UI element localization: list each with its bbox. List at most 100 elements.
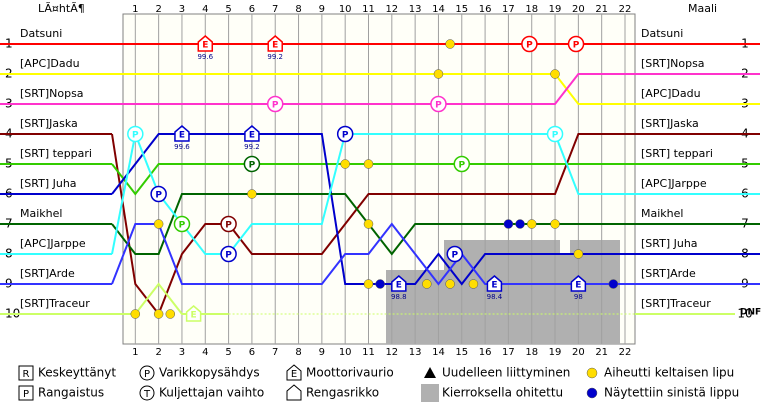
start-label: [APC]Dadu: [20, 57, 80, 70]
finish-label: [SRT] Juha: [641, 237, 698, 250]
x-tick-label: 20: [572, 347, 585, 358]
x-tick-label: 16: [479, 347, 492, 358]
x-tick-label: 8: [295, 4, 301, 15]
event-marker: [391, 275, 407, 292]
finish-label: Datsuni: [641, 27, 683, 40]
position-line: [111, 133, 625, 317]
x-tick-label: 17: [502, 347, 515, 358]
start-header: LÃ¤htÃ¶: [38, 2, 85, 15]
start-label: [SRT]Nopsa: [20, 87, 84, 100]
legend-text: Kuljettajan vaihto: [159, 386, 264, 400]
legend-symbol-text: E: [291, 369, 297, 380]
event-marker: [220, 215, 237, 233]
legend-text: Rangaistus: [38, 386, 104, 400]
finish-label: Maikhel: [641, 207, 683, 220]
event-marker: [127, 125, 144, 143]
flag-dot: [550, 69, 560, 79]
event-symbol: E: [179, 131, 185, 141]
legend-text: Varikkopysähdys: [159, 366, 260, 380]
x-tick-label: 12: [385, 4, 398, 15]
x-tick-label: 21: [595, 4, 608, 15]
flag-dot: [550, 219, 560, 229]
finish-label: [SRT] teppari: [641, 147, 713, 160]
legend-symbol-text: P: [23, 389, 29, 400]
event-symbol: P: [342, 131, 349, 141]
x-tick-label: 9: [319, 4, 325, 15]
event-symbol: E: [491, 281, 497, 291]
event-marker: [567, 35, 585, 53]
legend-symbol: [139, 365, 155, 381]
flag-dot: [153, 219, 164, 229]
flag-dot: [503, 219, 514, 229]
x-tick-label: 12: [385, 347, 398, 358]
x-tick-label: 2: [155, 347, 161, 358]
flag-dot: [375, 279, 385, 289]
legend-symbol: [421, 384, 439, 402]
flag-dot: [363, 219, 374, 229]
start-label: [SRT]Jaska: [20, 117, 78, 130]
x-tick-label: 7: [272, 347, 278, 358]
event-symbol: E: [272, 41, 278, 51]
position-line: [111, 130, 625, 255]
position-line: [111, 222, 625, 286]
x-tick-label: 11: [362, 347, 375, 358]
event-note: 99.2: [244, 143, 260, 151]
x-tick-label: 19: [549, 347, 562, 358]
event-symbol: P: [249, 161, 256, 171]
start-label: [SRT]Traceur: [20, 297, 90, 310]
x-tick-label: 10: [339, 347, 352, 358]
event-symbol: P: [573, 41, 580, 51]
legend-symbol: [139, 385, 155, 401]
legend-text: Rengasrikko: [306, 386, 379, 400]
x-tick-label: 3: [179, 347, 185, 358]
x-tick-label: 22: [619, 4, 632, 15]
event-marker: [570, 275, 587, 292]
x-tick-label: 1: [132, 347, 138, 358]
x-tick-label: 13: [409, 347, 422, 358]
start-label: [SRT] teppari: [20, 147, 92, 160]
x-tick-label: 10: [339, 4, 352, 15]
x-tick-label: 21: [595, 347, 608, 358]
x-tick-label: 4: [202, 347, 208, 358]
legend-symbol-text: R: [23, 369, 30, 380]
flag-dot: [445, 279, 455, 289]
x-tick-label: 17: [502, 4, 515, 15]
event-symbol: P: [225, 251, 232, 261]
event-marker: [197, 35, 214, 52]
position-line: [112, 73, 625, 105]
flag-dot: [422, 279, 432, 289]
legend-text: Aiheutti keltaisen lipu: [604, 366, 734, 380]
x-tick-label: 5: [225, 347, 231, 358]
event-marker: [173, 215, 191, 233]
x-tick-label: 15: [455, 347, 468, 358]
event-marker: [486, 275, 503, 292]
finish-label: [SRT]Traceur: [641, 297, 711, 310]
event-symbol: P: [552, 131, 559, 141]
x-tick-label: 1: [132, 4, 138, 15]
x-tick-label: 13: [409, 4, 422, 15]
event-symbol: E: [249, 131, 255, 141]
finish-label: [APC]Dadu: [641, 87, 701, 100]
legend-symbol: [586, 387, 598, 399]
flag-dot: [130, 309, 141, 319]
x-tick-label: 4: [202, 4, 208, 15]
event-marker: [453, 155, 471, 173]
event-note: 98.4: [487, 293, 503, 301]
finish-label: [SRT]Jaska: [641, 117, 699, 130]
flag-dot: [433, 69, 444, 79]
legend-symbol: [18, 365, 34, 381]
x-tick-label: 22: [619, 347, 632, 358]
flag-dot: [363, 159, 374, 169]
flag-dot: [515, 219, 525, 229]
finish-note: DNF: [740, 308, 761, 318]
event-marker: [185, 305, 202, 322]
x-tick-label: 15: [455, 4, 468, 15]
legend-symbol: [286, 384, 302, 401]
legend-symbol: [18, 385, 34, 401]
position-line: [112, 73, 625, 105]
event-symbol: P: [451, 251, 458, 261]
finish-label: [SRT]Arde: [641, 267, 696, 280]
event-symbol: P: [526, 41, 533, 51]
legend-symbol-text: P: [144, 369, 150, 380]
event-marker: [266, 95, 284, 113]
